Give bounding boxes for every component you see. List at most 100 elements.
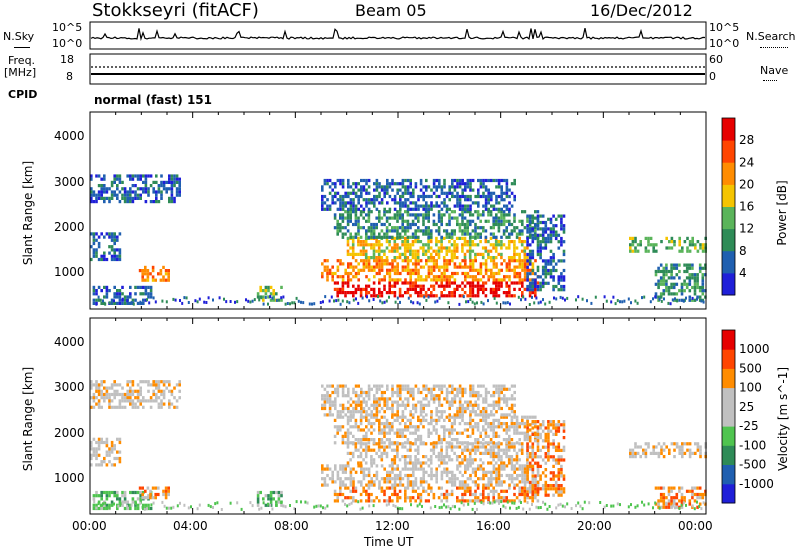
- freq-panel: [89, 53, 707, 85]
- power-cell: [451, 194, 454, 199]
- velocity-cell: [458, 464, 462, 468]
- velocity-cell: [336, 499, 339, 503]
- power-ytick-4000: 4000: [54, 129, 85, 143]
- power-cell: [349, 291, 352, 295]
- velocity-cell: [657, 502, 660, 506]
- power-cell: [116, 238, 119, 242]
- velocity-cell: [544, 493, 548, 497]
- power-cell: [334, 194, 337, 199]
- velocity-cell: [386, 406, 389, 411]
- power-cell: [500, 194, 503, 199]
- power-cell: [336, 287, 339, 291]
- power-cell: [390, 249, 394, 253]
- velocity-cell: [528, 484, 532, 488]
- power-cell: [685, 266, 689, 270]
- power-cell: [694, 243, 697, 247]
- power-cell: [92, 285, 96, 289]
- power-cell: [328, 178, 332, 183]
- power-cell: [688, 273, 692, 277]
- power-cell: [90, 245, 93, 249]
- velocity-cell: [154, 492, 157, 497]
- velocity-cell: [113, 463, 116, 467]
- power-cell: [341, 182, 345, 186]
- power-cell: [443, 213, 446, 217]
- velocity-cell: [440, 473, 444, 478]
- power-cell: [375, 240, 378, 244]
- power-cell: [149, 200, 153, 204]
- power-cell: [495, 235, 498, 239]
- power-cell: [378, 216, 381, 220]
- velocity-cell: [437, 438, 441, 442]
- velocity-cell: [487, 413, 490, 417]
- power-cell: [647, 240, 650, 244]
- velocity-cell: [479, 492, 482, 497]
- velocity-cell: [482, 438, 485, 442]
- velocity-cell: [108, 405, 111, 409]
- power-cell: [352, 188, 355, 192]
- velocity-cell: [370, 480, 373, 484]
- power-cell: [422, 191, 425, 195]
- velocity-cell: [136, 490, 140, 495]
- velocity-cell: [448, 434, 451, 438]
- velocity-cell: [365, 467, 368, 471]
- power-cell: [139, 292, 142, 296]
- power-cell: [678, 249, 681, 253]
- velocity-cell: [175, 383, 179, 387]
- power-cell: [162, 265, 165, 269]
- velocity-cell: [494, 445, 498, 449]
- power-cell: [425, 178, 428, 183]
- power-cell: [92, 241, 96, 246]
- velocity-cell: [523, 438, 527, 442]
- power-cell: [686, 236, 689, 240]
- power-cell: [526, 219, 529, 223]
- velocity-cell: [403, 455, 407, 459]
- velocity-cell: [463, 489, 467, 493]
- velocity-cell: [118, 437, 122, 441]
- velocity-cell: [468, 461, 472, 465]
- power-cell: [461, 178, 464, 183]
- velocity-cell: [341, 467, 345, 471]
- power-cell: [479, 235, 482, 239]
- velocity-cell: [360, 483, 363, 487]
- power-cell: [134, 292, 137, 296]
- power-cell: [502, 301, 505, 305]
- power-cell: [657, 279, 660, 283]
- nsearch-tick-bottom: 10^0: [709, 37, 740, 50]
- power-cell: [443, 198, 446, 202]
- velocity-cell: [144, 489, 147, 493]
- velocity-cell: [409, 480, 412, 484]
- velocity-cell: [391, 441, 394, 445]
- velocity-cell: [492, 422, 495, 426]
- power-cell: [508, 201, 511, 205]
- velocity-cell: [351, 451, 355, 455]
- power-cell: [489, 243, 493, 247]
- velocity-cell: [469, 489, 472, 493]
- power-cell: [344, 201, 347, 205]
- power-cell: [116, 196, 119, 200]
- power-cell: [414, 204, 418, 208]
- velocity-cell: [430, 397, 433, 401]
- power-cell: [370, 243, 373, 247]
- power-cell: [505, 213, 508, 217]
- power-cell: [513, 198, 516, 202]
- power-cell: [492, 235, 495, 239]
- power-cell: [136, 174, 140, 178]
- power-cell: [419, 287, 423, 291]
- velocity-cell: [534, 434, 537, 438]
- velocity-cell: [534, 480, 537, 484]
- velocity-cell: [349, 410, 353, 414]
- power-cell: [691, 296, 694, 300]
- power-cell: [455, 243, 459, 247]
- velocity-cell: [144, 503, 148, 507]
- velocity-cell: [482, 410, 485, 414]
- velocity-cell: [458, 406, 462, 411]
- power-cell: [113, 232, 116, 236]
- power-cell: [526, 240, 529, 244]
- power-cell: [346, 229, 350, 233]
- velocity-cell: [518, 422, 521, 426]
- velocity-cell: [424, 455, 428, 459]
- power-cell: [487, 178, 490, 183]
- power-cell: [560, 278, 563, 282]
- power-cell: [129, 187, 132, 191]
- power-cell: [97, 257, 101, 262]
